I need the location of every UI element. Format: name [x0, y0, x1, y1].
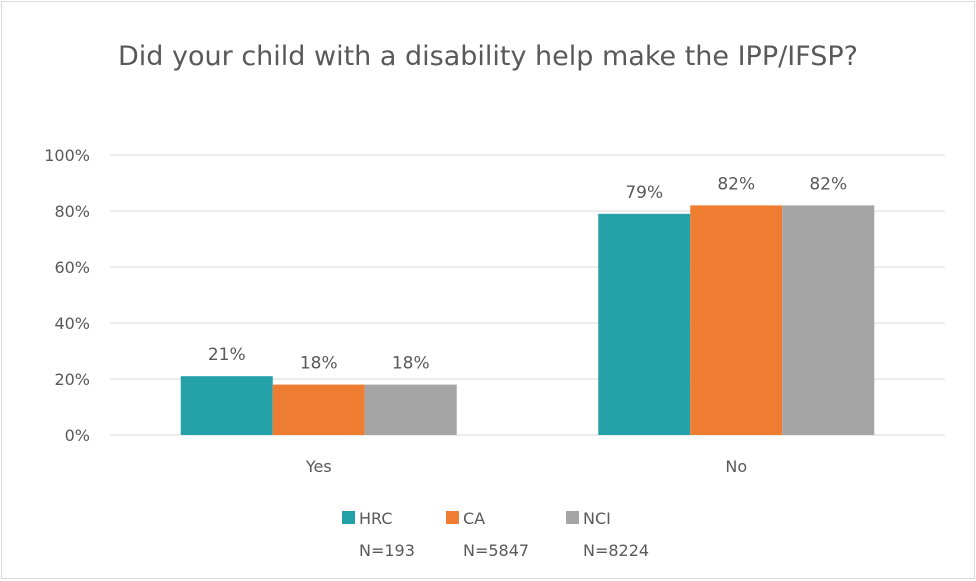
y-tick-label: 100%	[44, 146, 90, 165]
data-label: 18%	[300, 354, 338, 374]
y-tick-label: 60%	[54, 258, 90, 277]
legend-label: HRC	[359, 509, 393, 528]
legend-label: CA	[463, 509, 485, 528]
category-label: Yes	[305, 457, 332, 476]
legend-sublabel: N=8224	[583, 541, 649, 560]
data-label: 79%	[625, 183, 663, 203]
data-label: 21%	[208, 345, 246, 365]
y-tick-label: 0%	[65, 426, 90, 445]
bar	[598, 213, 691, 435]
legend-swatch	[342, 511, 355, 524]
data-label: 82%	[717, 174, 755, 194]
y-tick-label: 80%	[54, 202, 90, 221]
legend-swatch	[566, 511, 579, 524]
y-tick-label: 40%	[54, 314, 90, 333]
legend-label: NCI	[583, 509, 611, 528]
data-label: 82%	[809, 174, 847, 194]
bar	[364, 384, 457, 435]
chart-title: Did your child with a disability help ma…	[0, 38, 976, 76]
legend-sublabel: N=193	[359, 541, 415, 560]
data-label: 18%	[392, 354, 430, 374]
chart-title-text: Did your child with a disability help ma…	[118, 41, 858, 72]
bar	[180, 376, 273, 435]
y-tick-label: 20%	[54, 370, 90, 389]
bar	[782, 205, 875, 435]
legend-sublabel: N=5847	[463, 541, 529, 560]
legend-swatch	[446, 511, 459, 524]
bar	[690, 205, 783, 435]
category-label: No	[725, 457, 747, 476]
bar	[272, 384, 365, 435]
